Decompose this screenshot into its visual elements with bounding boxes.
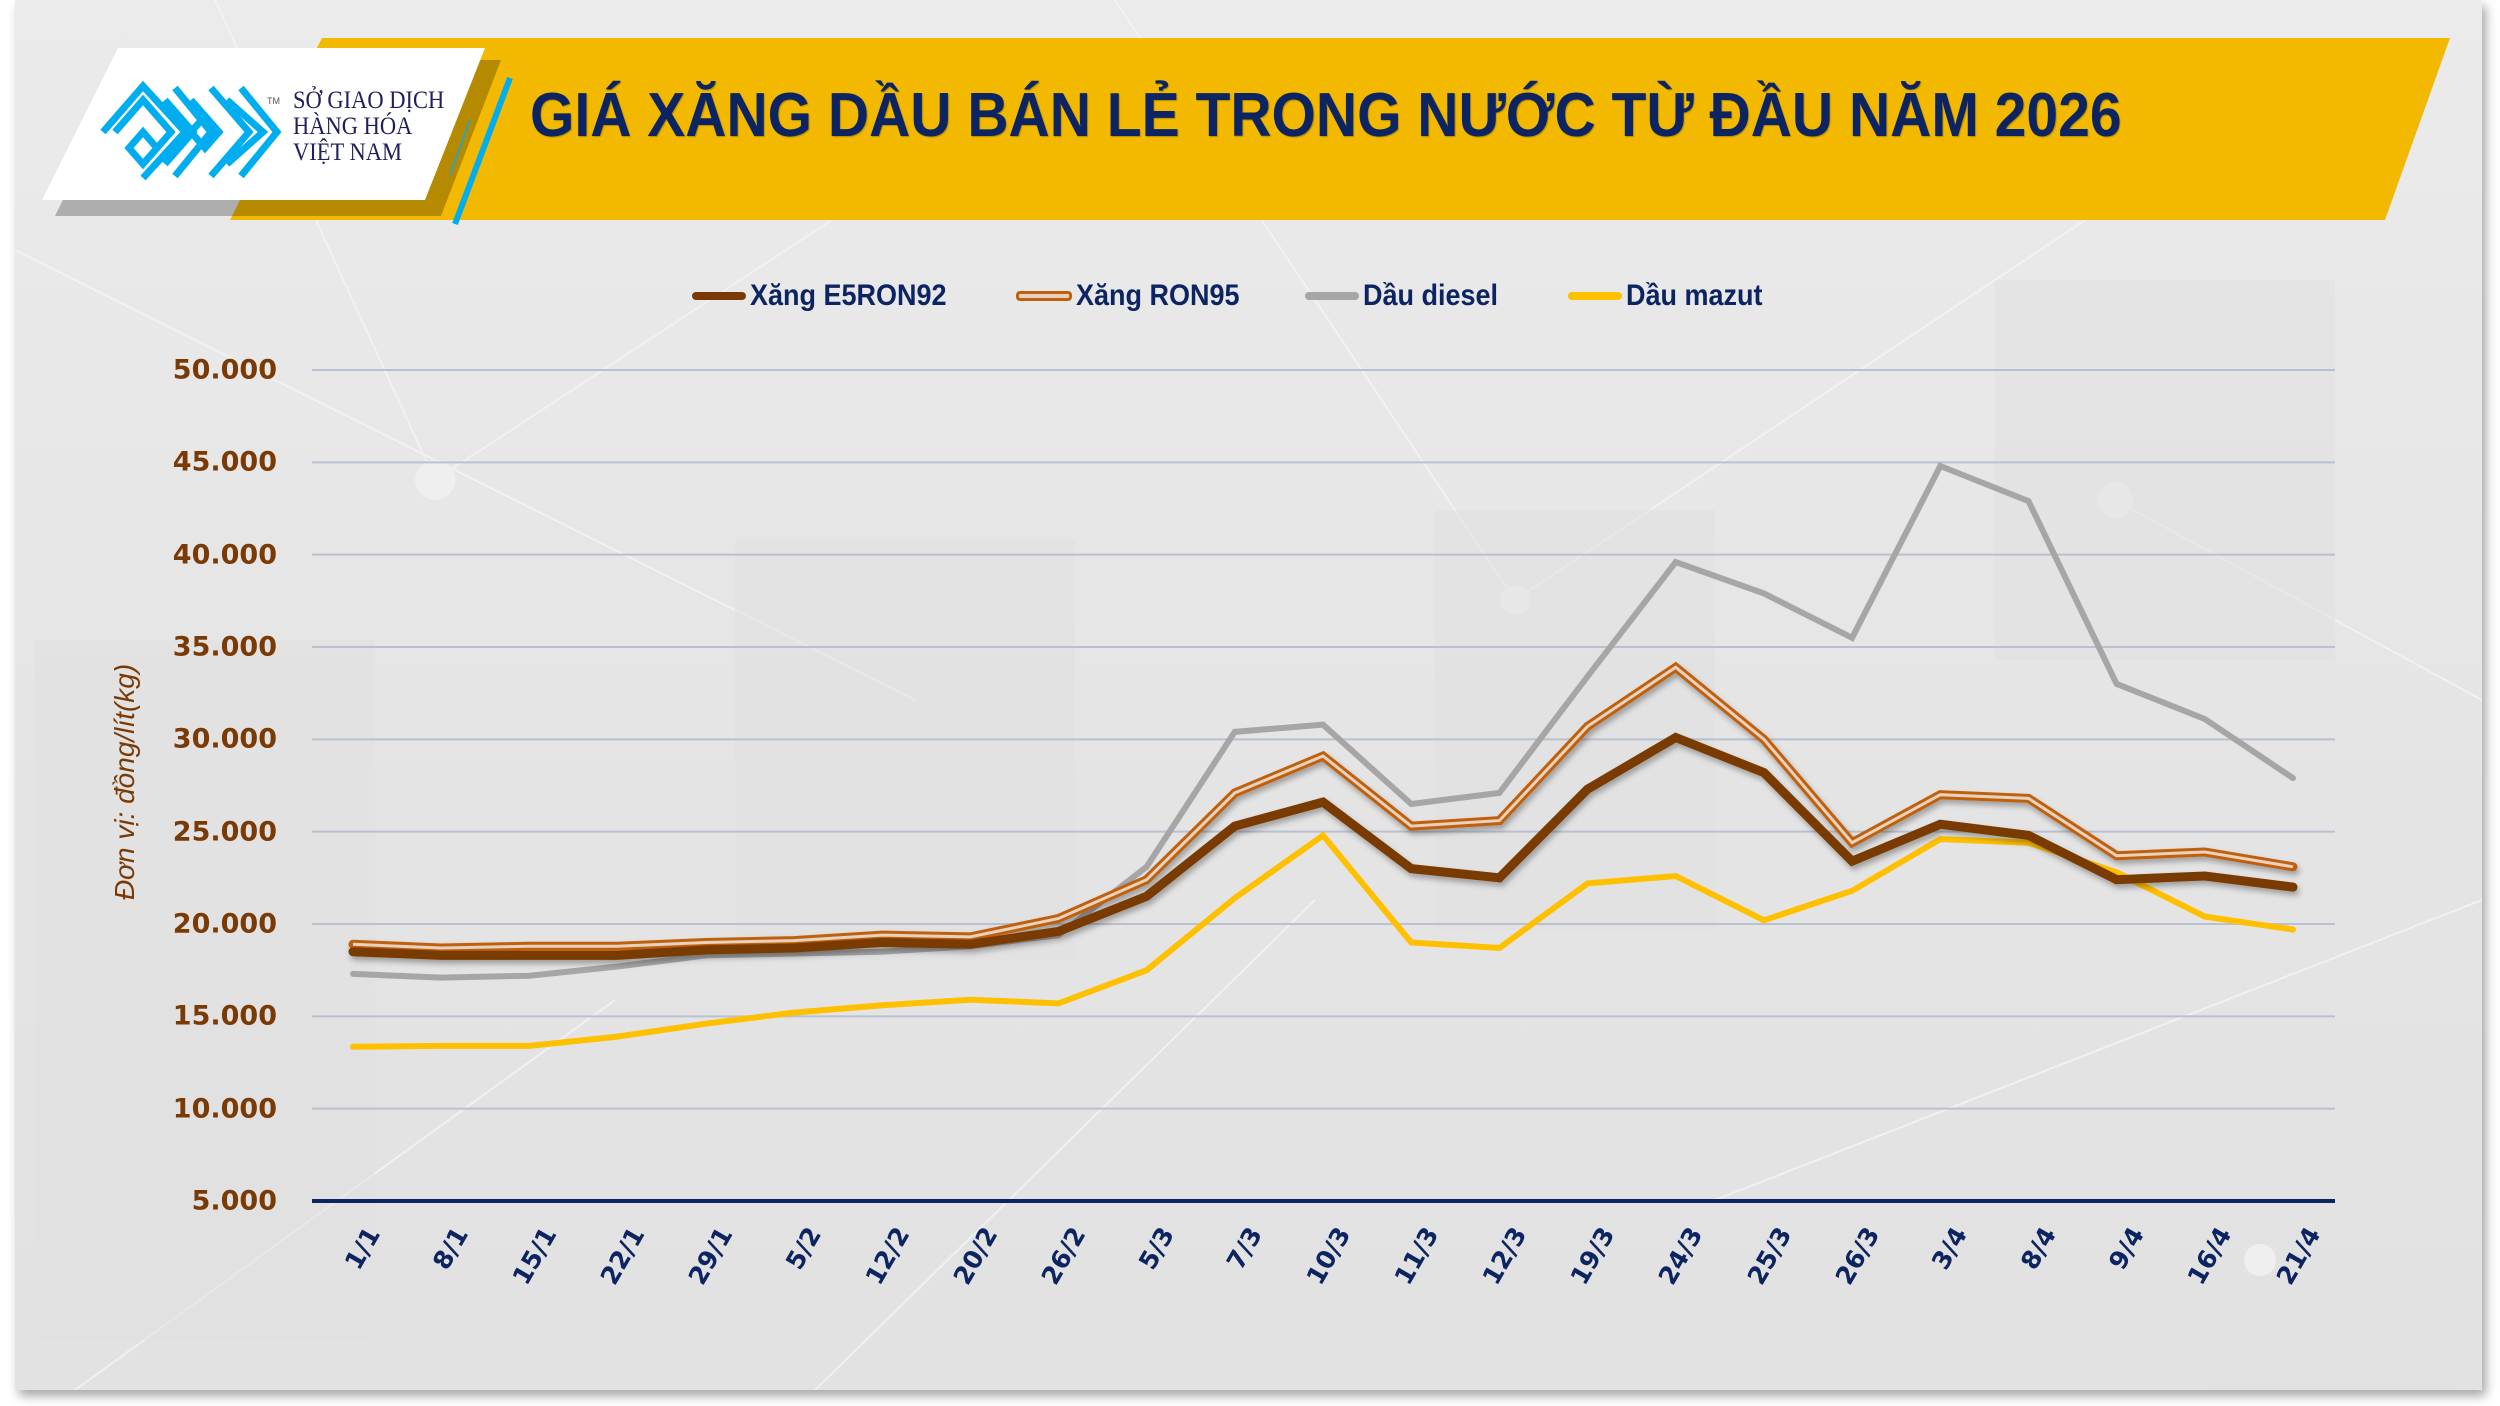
legend-item-mazut: Dầu mazut (1568, 276, 1778, 316)
legend-item-e5ron92: Xăng E5RON92 (692, 276, 968, 316)
header-banner (42, 38, 2450, 226)
trademark-mark: TM (267, 96, 280, 106)
logo-line-1: SỞ GIAO DỊCH (293, 87, 445, 114)
legend-swatch-e5ron92 (692, 292, 746, 300)
legend-swatch-ron95 (1016, 291, 1072, 301)
y-tick-label: 25.000 (172, 816, 277, 848)
legend-label: Dầu mazut (1626, 279, 1763, 312)
y-tick-label: 30.000 (172, 723, 277, 755)
logo-line-3: VIỆT NAM (293, 139, 402, 166)
y-tick-label: 50.000 (172, 354, 277, 386)
y-tick-label: 20.000 (172, 908, 277, 940)
title-banner (230, 38, 2450, 220)
y-tick-label: 45.000 (172, 446, 277, 478)
legend-label: Xăng E5RON92 (750, 279, 947, 312)
accent-stripe (452, 76, 513, 226)
legend-label: Dầu diesel (1363, 279, 1499, 312)
logo-panel (42, 48, 485, 200)
infographic-card: TM SỞ GIAO DỊCH HÀNG HÓA VIỆT NAM GIÁ XĂ… (15, 0, 2482, 1390)
sgd-hang-hoa-maze-logo-icon (100, 80, 282, 181)
legend-item-ron95: Xăng RON95 (1016, 276, 1258, 316)
y-tick-label: 35.000 (172, 631, 277, 663)
legend-label: Xăng RON95 (1076, 279, 1240, 312)
legend-swatch-diesel (1305, 292, 1359, 300)
legend-swatch-mazut (1568, 292, 1622, 300)
y-tick-label: 15.000 (172, 1000, 277, 1032)
y-axis-label: Đơn vị: đồng/lít(kg) (109, 663, 140, 901)
legend-item-diesel: Dầu diesel (1305, 276, 1513, 316)
logo-wordmark: SỞ GIAO DỊCH HÀNG HÓA VIỆT NAM (293, 88, 444, 166)
y-tick-label: 40.000 (172, 539, 277, 571)
y-tick-label: 5.000 (191, 1185, 277, 1217)
chart-legend: Xăng E5RON92 Xăng RON95 Dầu diesel Dầu m… (0, 276, 2500, 316)
y-tick-label: 10.000 (172, 1093, 277, 1125)
logo-line-2: HÀNG HÓA (293, 113, 413, 140)
page-title: GIÁ XĂNG DẦU BÁN LẺ TRONG NƯỚC TỪ ĐẦU NĂ… (530, 81, 2122, 150)
